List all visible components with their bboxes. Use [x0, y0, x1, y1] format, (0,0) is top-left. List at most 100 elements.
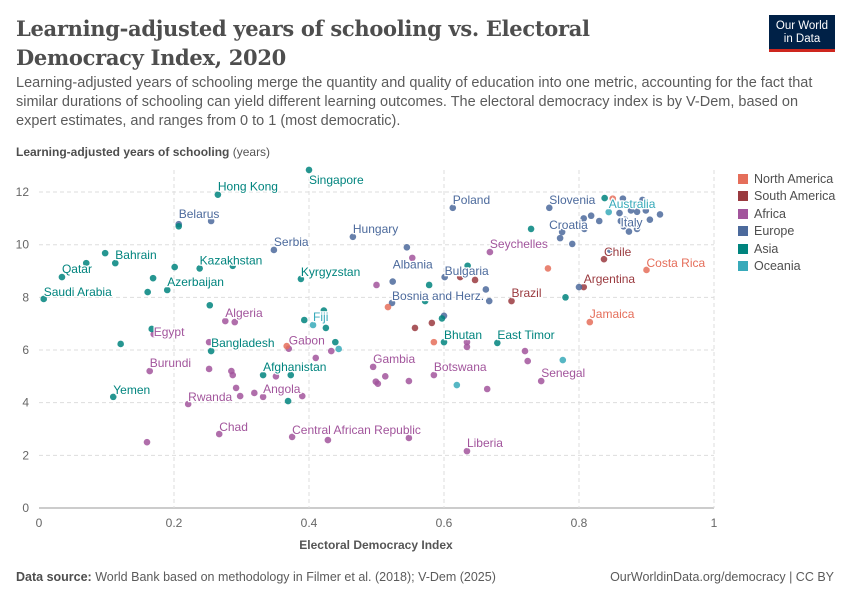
data-point[interactable]: [327, 347, 335, 355]
data-point[interactable]: [544, 265, 552, 272]
data-point[interactable]: [405, 377, 413, 385]
data-point[interactable]: [646, 216, 654, 223]
legend-item[interactable]: Asia: [738, 240, 835, 258]
data-point[interactable]: [430, 338, 438, 346]
data-point[interactable]: [449, 204, 457, 212]
data-point[interactable]: [605, 208, 612, 216]
data-point[interactable]: [537, 377, 545, 385]
data-point[interactable]: [373, 281, 380, 289]
data-point[interactable]: [562, 294, 569, 301]
data-point[interactable]: [300, 316, 308, 324]
data-point[interactable]: [175, 220, 183, 228]
data-point[interactable]: [389, 278, 397, 285]
data-point[interactable]: [372, 378, 380, 385]
data-point[interactable]: [184, 400, 192, 408]
data-point[interactable]: [616, 209, 623, 217]
data-point[interactable]: [421, 297, 429, 305]
data-point[interactable]: [508, 297, 515, 305]
data-point[interactable]: [320, 307, 328, 314]
data-point[interactable]: [214, 191, 222, 198]
data-point[interactable]: [144, 288, 151, 296]
data-point[interactable]: [642, 207, 650, 214]
data-point[interactable]: [374, 380, 382, 388]
data-point[interactable]: [633, 225, 641, 233]
data-point[interactable]: [229, 371, 237, 379]
data-point[interactable]: [587, 212, 595, 220]
data-point[interactable]: [384, 303, 392, 311]
data-point[interactable]: [625, 228, 633, 235]
data-point[interactable]: [285, 345, 293, 353]
data-point[interactable]: [270, 246, 278, 254]
data-point[interactable]: [297, 275, 305, 283]
data-point[interactable]: [568, 240, 576, 248]
data-point[interactable]: [617, 217, 625, 225]
data-point[interactable]: [259, 393, 267, 401]
data-point[interactable]: [117, 340, 124, 348]
data-point[interactable]: [428, 319, 436, 327]
data-point[interactable]: [408, 254, 416, 262]
data-point[interactable]: [586, 318, 594, 326]
data-point[interactable]: [163, 286, 171, 294]
data-point[interactable]: [287, 371, 295, 379]
data-point[interactable]: [259, 371, 267, 379]
data-point[interactable]: [411, 324, 419, 332]
data-point[interactable]: [58, 273, 66, 281]
data-point[interactable]: [40, 295, 48, 303]
data-point[interactable]: [630, 200, 637, 208]
license-link[interactable]: OurWorldinData.org/democracy | CC BY: [610, 570, 834, 584]
data-point[interactable]: [205, 365, 213, 373]
data-point[interactable]: [639, 196, 646, 204]
data-point[interactable]: [207, 217, 215, 225]
data-point[interactable]: [298, 392, 306, 400]
data-point[interactable]: [482, 286, 490, 293]
data-point[interactable]: [633, 208, 641, 216]
data-point[interactable]: [453, 381, 461, 389]
data-point[interactable]: [643, 266, 650, 274]
data-point[interactable]: [335, 345, 343, 353]
data-point[interactable]: [485, 297, 493, 305]
data-point[interactable]: [309, 321, 317, 329]
data-point[interactable]: [405, 434, 413, 442]
data-point[interactable]: [483, 385, 491, 393]
data-point[interactable]: [656, 211, 664, 218]
data-point[interactable]: [438, 315, 446, 322]
data-point[interactable]: [388, 299, 396, 307]
data-point[interactable]: [288, 433, 296, 441]
data-point[interactable]: [229, 262, 237, 270]
data-point[interactable]: [403, 244, 411, 251]
data-point[interactable]: [463, 343, 471, 351]
data-point[interactable]: [619, 195, 627, 202]
data-point[interactable]: [546, 204, 553, 212]
data-point[interactable]: [175, 222, 183, 230]
data-point[interactable]: [305, 166, 313, 174]
data-point[interactable]: [595, 217, 603, 225]
data-point[interactable]: [322, 324, 330, 332]
data-point[interactable]: [205, 338, 213, 346]
data-point[interactable]: [207, 347, 215, 355]
data-point[interactable]: [272, 373, 280, 380]
data-point[interactable]: [521, 347, 529, 355]
data-point[interactable]: [149, 274, 157, 282]
data-point[interactable]: [215, 430, 223, 438]
data-point[interactable]: [471, 276, 479, 284]
data-point[interactable]: [349, 233, 357, 241]
data-point[interactable]: [575, 283, 583, 291]
data-point[interactable]: [456, 273, 464, 281]
data-point[interactable]: [206, 301, 214, 309]
data-point[interactable]: [236, 392, 244, 400]
data-point[interactable]: [232, 384, 240, 392]
data-point[interactable]: [284, 397, 292, 405]
data-point[interactable]: [228, 367, 235, 375]
legend-item[interactable]: Europe: [738, 223, 835, 241]
data-point[interactable]: [332, 338, 339, 346]
legend-item[interactable]: North America: [738, 170, 835, 188]
data-point[interactable]: [627, 207, 635, 214]
data-point[interactable]: [527, 225, 535, 233]
data-point[interactable]: [463, 338, 471, 346]
data-point[interactable]: [494, 339, 501, 347]
data-point[interactable]: [601, 194, 608, 202]
data-point[interactable]: [440, 312, 448, 320]
data-point[interactable]: [581, 225, 588, 233]
data-point[interactable]: [486, 248, 494, 256]
data-point[interactable]: [251, 389, 258, 397]
